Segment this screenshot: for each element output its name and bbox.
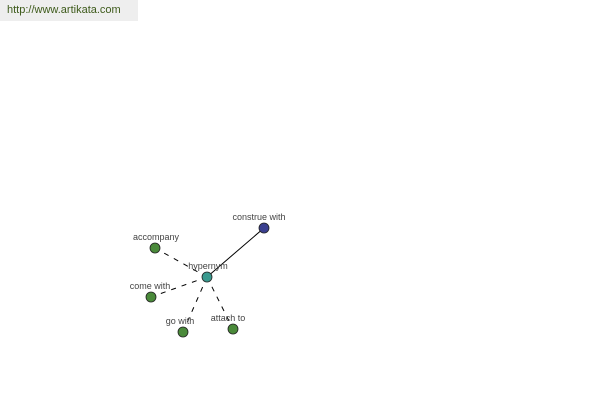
edge-construe <box>206 227 265 278</box>
node-accompany[interactable]: accompany <box>133 232 180 254</box>
node-center-label: hypernym <box>188 261 228 271</box>
node-center-dot[interactable] <box>201 271 213 283</box>
node-attach-dot[interactable] <box>227 323 239 335</box>
node-go-label: go with <box>166 316 195 326</box>
edges <box>150 227 265 333</box>
node-come[interactable]: come with <box>130 281 171 303</box>
node-go-dot[interactable] <box>177 326 189 338</box>
edge-attach <box>206 276 234 330</box>
node-construe[interactable]: construe with <box>232 212 286 234</box>
node-come-dot[interactable] <box>145 291 157 303</box>
node-construe-dot[interactable] <box>258 222 270 234</box>
node-go[interactable]: go with <box>166 316 195 338</box>
node-attach-label: attach to <box>211 313 246 323</box>
node-construe-label: construe with <box>232 212 285 222</box>
node-accompany-label: accompany <box>133 232 180 242</box>
node-center[interactable]: hypernym <box>188 261 228 283</box>
node-attach[interactable]: attach to <box>211 313 246 335</box>
site-link[interactable]: http://www.artikata.com <box>0 0 138 21</box>
node-accompany-dot[interactable] <box>149 242 161 254</box>
node-come-label: come with <box>130 281 171 291</box>
